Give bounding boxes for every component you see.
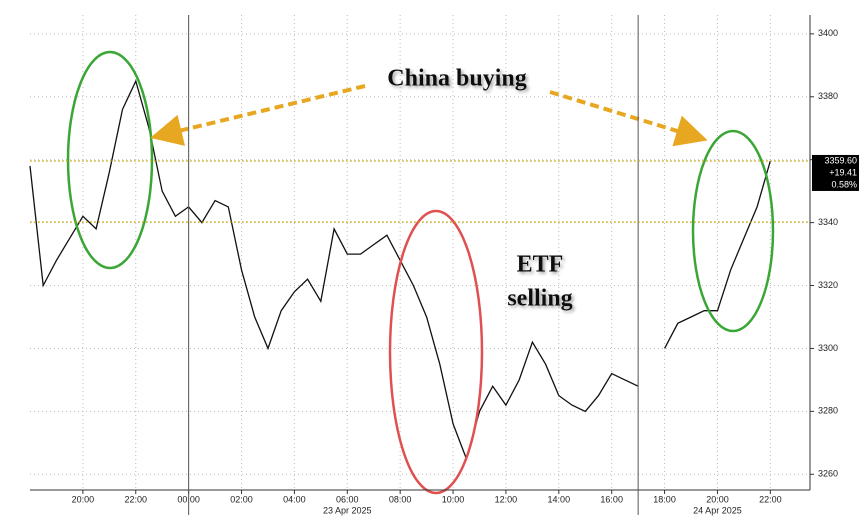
y-tick-label: 3300 xyxy=(818,343,838,353)
plot xyxy=(29,79,771,461)
date-label: 24 Apr 2025 xyxy=(693,505,742,515)
last-price-label: 3359.60 xyxy=(824,155,857,165)
x-tick-label: 04:00 xyxy=(283,494,306,504)
change-label: +19.41 xyxy=(829,167,857,177)
x-tick-label: 16:00 xyxy=(600,494,623,504)
arrow xyxy=(150,84,366,146)
annotation: ETF xyxy=(517,252,564,278)
change-pct-label: 0.58% xyxy=(831,179,857,189)
x-tick-label: 06:00 xyxy=(336,494,359,504)
annotation: China buying xyxy=(387,66,526,92)
x-tick-label: 22:00 xyxy=(759,494,782,504)
annotation: selling xyxy=(507,286,572,312)
date-label: 23 Apr 2025 xyxy=(323,505,372,515)
highlight-ellipse xyxy=(388,209,484,495)
y-tick-label: 3400 xyxy=(818,28,838,38)
price-line xyxy=(29,79,771,461)
x-tick-label: 14:00 xyxy=(548,494,571,504)
x-tick-label: 02:00 xyxy=(230,494,253,504)
arrow xyxy=(549,90,708,147)
highlight-ellipse xyxy=(66,50,154,270)
y-tick-label: 3380 xyxy=(818,91,838,101)
x-tick-label: 18:00 xyxy=(653,494,676,504)
highlight-ellipse xyxy=(691,129,775,333)
x-tick-label: 08:00 xyxy=(389,494,412,504)
y-tick-label: 3320 xyxy=(818,280,838,290)
y-tick-label: 3280 xyxy=(818,406,838,416)
y-tick-label: 3260 xyxy=(818,469,838,479)
x-tick-label: 20:00 xyxy=(706,494,729,504)
x-tick-label: 10:00 xyxy=(442,494,465,504)
last-price-box xyxy=(812,154,859,191)
x-tick-label: 22:00 xyxy=(124,494,147,504)
y-tick-label: 3340 xyxy=(818,217,838,227)
x-tick-label: 20:00 xyxy=(72,494,95,504)
x-tick-label: 12:00 xyxy=(495,494,518,504)
